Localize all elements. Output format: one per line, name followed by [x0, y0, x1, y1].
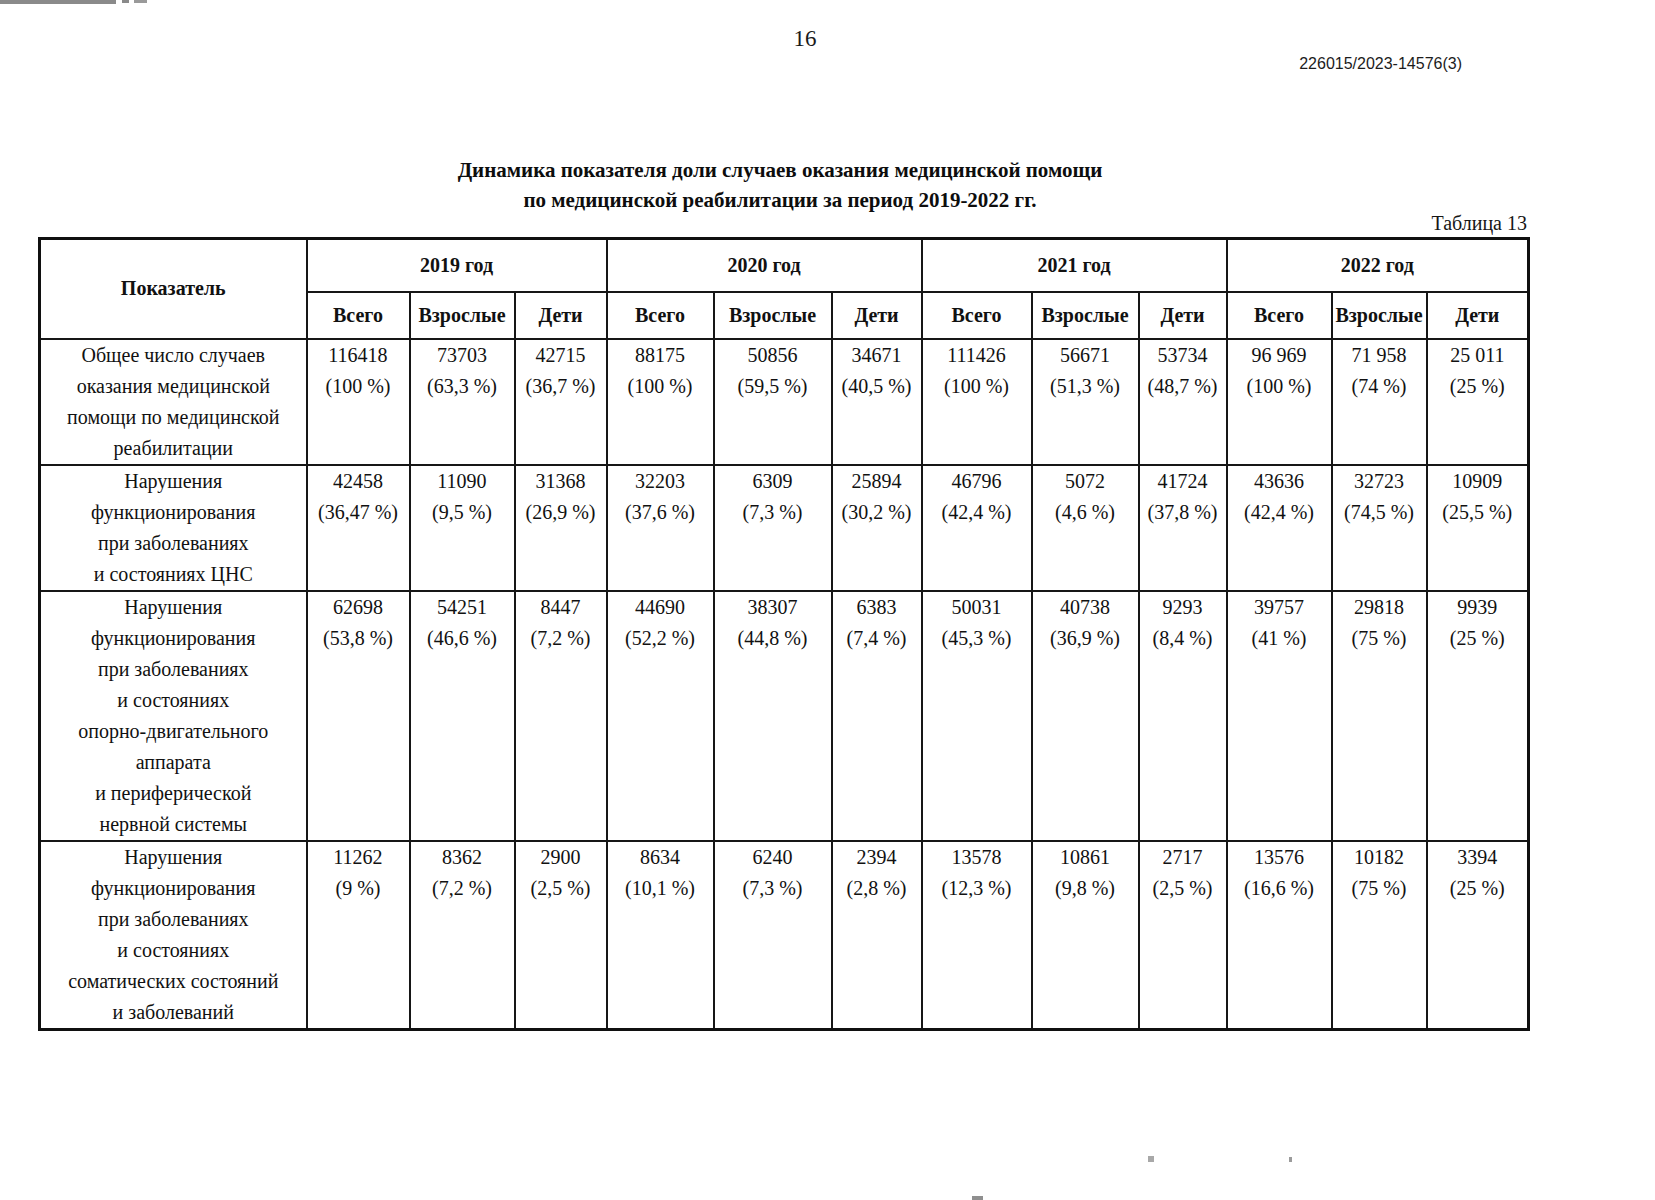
table-cell: 10909 (25,5 %) — [1427, 465, 1529, 591]
table-cell: 116418 (100 %) — [307, 339, 410, 465]
column-header-indicator: Показатель — [40, 239, 307, 339]
table-cell: 25 011 (25 %) — [1427, 339, 1529, 465]
subheader-adults-2022: Взрослые — [1332, 292, 1427, 339]
year-group-2021: 2021 год — [922, 239, 1227, 292]
scan-artifact-mark — [122, 0, 129, 3]
subheader-total-2020: Всего — [607, 292, 714, 339]
scan-artifact-speck — [1289, 1157, 1292, 1162]
table-cell: 56671 (51,3 %) — [1032, 339, 1139, 465]
table-cell: 32723 (74,5 %) — [1332, 465, 1427, 591]
table-cell: 50031 (45,3 %) — [922, 591, 1032, 841]
table-cell: 9293 (8,4 %) — [1139, 591, 1227, 841]
table-cell: 6383 (7,4 %) — [832, 591, 922, 841]
document-reference: 226015/2023-14576(3) — [1180, 55, 1462, 73]
subheader-children-2021: Дети — [1139, 292, 1227, 339]
subheader-children-2019: Дети — [515, 292, 607, 339]
table-cell: 11262 (9 %) — [307, 841, 410, 1030]
table-cell: 2394 (2,8 %) — [832, 841, 922, 1030]
scan-artifact-speck — [1148, 1156, 1154, 1162]
table-cell: 46796 (42,4 %) — [922, 465, 1032, 591]
table-row-total-cases: Общее число случаев оказания медицинской… — [40, 339, 1529, 465]
table-cell: 44690 (52,2 %) — [607, 591, 714, 841]
table-cell: 13578 (12,3 %) — [922, 841, 1032, 1030]
table-cell: 6240 (7,3 %) — [714, 841, 832, 1030]
table-row-musculoskeletal-disorders: Нарушения функционирования при заболеван… — [40, 591, 1529, 841]
year-group-2020: 2020 год — [607, 239, 922, 292]
year-group-2019: 2019 год — [307, 239, 607, 292]
table-row-somatic-disorders: Нарушения функционирования при заболеван… — [40, 841, 1529, 1030]
table-cell: 42458 (36,47 %) — [307, 465, 410, 591]
year-header-row: Показатель 2019 год 2020 год 2021 год 20… — [40, 239, 1529, 292]
table-cell: 96 969 (100 %) — [1227, 339, 1332, 465]
subheader-total-2022: Всего — [1227, 292, 1332, 339]
table-cell: 88175 (100 %) — [607, 339, 714, 465]
title-line-1: Динамика показателя доли случаев оказани… — [380, 155, 1180, 185]
document-title: Динамика показателя доли случаев оказани… — [380, 155, 1180, 216]
table-row-cns-disorders: Нарушения функционирования при заболеван… — [40, 465, 1529, 591]
table-cell: 10182 (75 %) — [1332, 841, 1427, 1030]
scan-artifact-strip — [0, 0, 116, 4]
subheader-children-2022: Дети — [1427, 292, 1529, 339]
table-caption: Таблица 13 — [1227, 212, 1527, 235]
table-cell: 73703 (63,3 %) — [410, 339, 515, 465]
row-label: Нарушения функционирования при заболеван… — [40, 465, 307, 591]
page-number: 16 — [760, 26, 850, 52]
table-cell: 5072 (4,6 %) — [1032, 465, 1139, 591]
table-cell: 8447 (7,2 %) — [515, 591, 607, 841]
table-cell: 53734 (48,7 %) — [1139, 339, 1227, 465]
table-cell: 32203 (37,6 %) — [607, 465, 714, 591]
table-cell: 8634 (10,1 %) — [607, 841, 714, 1030]
table-cell: 40738 (36,9 %) — [1032, 591, 1139, 841]
subheader-adults-2019: Взрослые — [410, 292, 515, 339]
table-cell: 11090 (9,5 %) — [410, 465, 515, 591]
table-cell: 6309 (7,3 %) — [714, 465, 832, 591]
table-cell: 3394 (25 %) — [1427, 841, 1529, 1030]
table-cell: 62698 (53,8 %) — [307, 591, 410, 841]
table-cell: 8362 (7,2 %) — [410, 841, 515, 1030]
table-cell: 2900 (2,5 %) — [515, 841, 607, 1030]
scan-artifact-mark — [134, 0, 147, 3]
table-cell: 43636 (42,4 %) — [1227, 465, 1332, 591]
subheader-adults-2021: Взрослые — [1032, 292, 1139, 339]
table-cell: 10861 (9,8 %) — [1032, 841, 1139, 1030]
table-cell: 71 958 (74 %) — [1332, 339, 1427, 465]
table-cell: 29818 (75 %) — [1332, 591, 1427, 841]
table-cell: 9939 (25 %) — [1427, 591, 1529, 841]
scan-artifact-speck — [972, 1196, 983, 1200]
row-label: Нарушения функционирования при заболеван… — [40, 591, 307, 841]
subheader-adults-2020: Взрослые — [714, 292, 832, 339]
table-cell: 38307 (44,8 %) — [714, 591, 832, 841]
table-cell: 31368 (26,9 %) — [515, 465, 607, 591]
table-cell: 2717 (2,5 %) — [1139, 841, 1227, 1030]
table-cell: 50856 (59,5 %) — [714, 339, 832, 465]
table-cell: 41724 (37,8 %) — [1139, 465, 1227, 591]
title-line-2: по медицинской реабилитации за период 20… — [380, 185, 1180, 215]
table-cell: 25894 (30,2 %) — [832, 465, 922, 591]
year-group-2022: 2022 год — [1227, 239, 1529, 292]
table-cell: 42715 (36,7 %) — [515, 339, 607, 465]
row-label: Нарушения функционирования при заболеван… — [40, 841, 307, 1030]
subheader-children-2020: Дети — [832, 292, 922, 339]
table-cell: 34671 (40,5 %) — [832, 339, 922, 465]
table-cell: 39757 (41 %) — [1227, 591, 1332, 841]
rehabilitation-statistics-table: Показатель 2019 год 2020 год 2021 год 20… — [38, 237, 1530, 1031]
table-cell: 54251 (46,6 %) — [410, 591, 515, 841]
row-label: Общее число случаев оказания медицинской… — [40, 339, 307, 465]
subheader-total-2021: Всего — [922, 292, 1032, 339]
table-cell: 13576 (16,6 %) — [1227, 841, 1332, 1030]
table-cell: 111426 (100 %) — [922, 339, 1032, 465]
subheader-total-2019: Всего — [307, 292, 410, 339]
